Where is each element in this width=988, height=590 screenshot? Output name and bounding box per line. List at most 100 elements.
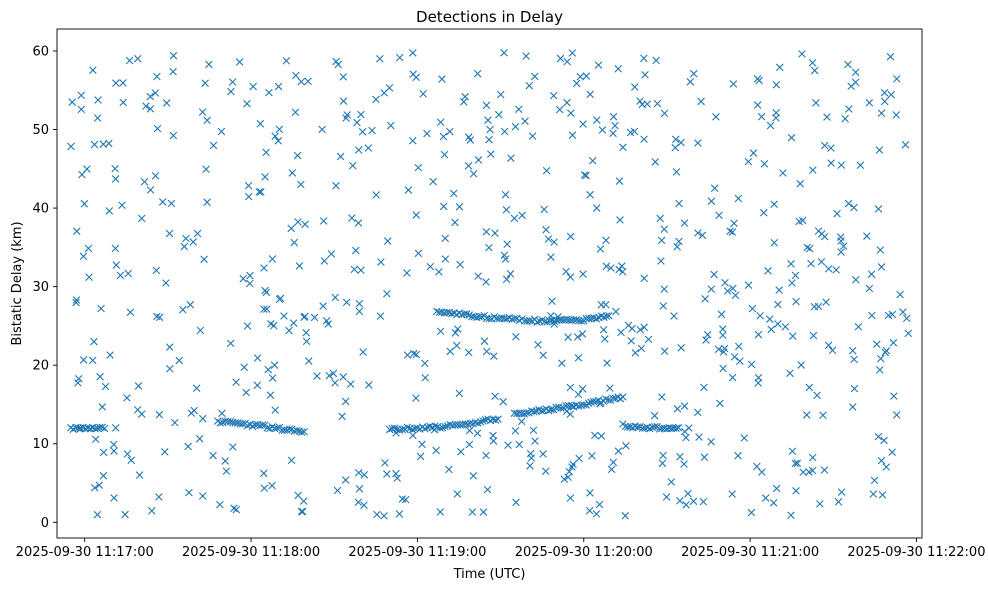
detection-point	[877, 456, 886, 465]
detection-point	[293, 151, 302, 160]
detection-point	[190, 406, 198, 415]
detection-point	[541, 467, 550, 476]
detection-point	[577, 317, 586, 325]
detection-point	[740, 434, 749, 442]
detection-point	[728, 228, 737, 236]
detection-point	[682, 500, 690, 509]
detection-point	[640, 54, 648, 63]
detection-point	[461, 92, 469, 101]
detection-point	[558, 359, 566, 367]
detection-point	[202, 165, 210, 174]
detection-point	[431, 422, 439, 430]
detection-point	[441, 234, 449, 243]
detection-point	[264, 365, 273, 374]
detection-point	[530, 72, 539, 81]
detection-point	[892, 411, 901, 419]
detection-point	[660, 109, 669, 118]
detection-point	[257, 188, 265, 196]
detection-point	[91, 483, 99, 492]
detection-point	[810, 66, 819, 75]
detection-point	[346, 380, 355, 388]
detection-point	[155, 493, 163, 501]
detection-point	[507, 154, 515, 162]
detection-point	[404, 186, 413, 194]
detection-point	[239, 274, 248, 283]
detection-point	[797, 361, 805, 369]
detection-point	[868, 311, 876, 320]
detection-point	[593, 116, 601, 124]
detection-point	[542, 225, 550, 234]
detection-point	[446, 347, 455, 356]
detection-point	[297, 180, 305, 189]
detection-point	[510, 314, 519, 323]
detection-point	[873, 340, 881, 348]
detection-point	[549, 91, 558, 100]
detection-point	[73, 227, 81, 236]
detection-point	[238, 419, 247, 428]
detection-point	[568, 131, 577, 140]
detection-point	[674, 423, 683, 432]
detection-point	[580, 171, 589, 179]
detection-point	[383, 289, 391, 298]
detection-point	[445, 127, 454, 136]
detection-point	[146, 105, 155, 113]
detection-point	[443, 308, 451, 317]
detection-point	[152, 266, 161, 275]
detection-point	[865, 98, 874, 107]
detection-point	[886, 52, 895, 61]
detection-point	[607, 465, 616, 474]
detection-point	[491, 392, 499, 401]
detection-point	[412, 350, 421, 359]
detection-point	[686, 78, 695, 86]
detection-point	[503, 240, 511, 248]
detection-point	[490, 352, 498, 360]
detection-point	[614, 447, 623, 455]
detection-point	[320, 257, 329, 265]
detection-point	[707, 197, 716, 205]
detection-point	[512, 332, 520, 341]
detection-point	[833, 209, 841, 218]
detection-point	[451, 218, 459, 227]
detection-point	[372, 191, 380, 199]
detection-point	[612, 307, 620, 316]
detection-point	[775, 286, 783, 294]
detection-point	[753, 462, 761, 471]
detection-point	[228, 78, 237, 86]
detection-point	[582, 171, 590, 180]
detection-point	[98, 403, 107, 411]
detection-point	[342, 298, 351, 307]
detection-point	[586, 489, 594, 497]
detection-point	[331, 293, 340, 302]
plot-frame	[56, 28, 923, 539]
detection-point	[109, 440, 118, 449]
detection-point	[601, 335, 609, 343]
detection-point	[787, 260, 795, 268]
detection-point	[354, 498, 363, 507]
detection-point	[119, 98, 128, 107]
detection-point	[644, 335, 653, 344]
detection-point	[521, 117, 529, 126]
detection-point	[837, 488, 846, 496]
detection-point	[393, 474, 401, 482]
detection-point	[699, 497, 708, 506]
detection-point	[566, 494, 575, 502]
detection-point	[83, 165, 91, 173]
detection-point	[142, 102, 150, 110]
detection-point	[677, 344, 685, 352]
detection-point	[597, 432, 606, 440]
detection-point	[769, 499, 778, 507]
detection-point	[819, 411, 827, 420]
detection-point	[155, 313, 164, 322]
detection-point	[614, 65, 623, 73]
detection-point	[395, 53, 404, 62]
detection-point	[485, 243, 493, 252]
detection-point	[566, 410, 575, 418]
detection-point	[807, 259, 815, 268]
detection-point	[288, 169, 297, 177]
detection-point	[876, 354, 885, 363]
detection-point	[595, 500, 604, 509]
detection-point	[119, 79, 127, 87]
detection-point	[734, 451, 742, 460]
detection-point	[627, 337, 636, 345]
